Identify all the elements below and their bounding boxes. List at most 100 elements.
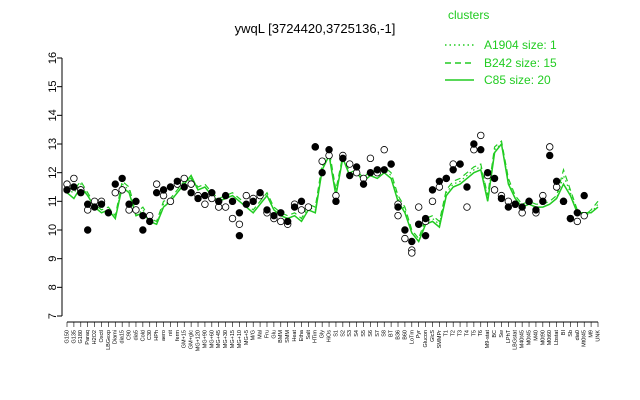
x-tick-label: M0t45 xyxy=(526,330,532,345)
y-tick-label: 16 xyxy=(47,52,59,64)
data-point-filled xyxy=(180,183,188,191)
x-tick-label: dia15 xyxy=(120,330,126,343)
data-point-filled xyxy=(442,174,450,183)
data-point-filled xyxy=(297,197,306,206)
x-tick-label: aero xyxy=(161,330,167,341)
data-point-filled xyxy=(208,189,216,197)
data-point-open xyxy=(366,154,375,163)
data-point-filled xyxy=(421,232,430,240)
x-tick-label: HTim xyxy=(313,330,319,343)
x-tick-label: H2O2 xyxy=(92,330,98,344)
legend-label-b242: B242 size: 15 xyxy=(484,56,557,70)
data-point-filled xyxy=(139,226,147,234)
data-point-open xyxy=(463,203,471,211)
data-point-filled xyxy=(415,220,423,228)
data-point-filled xyxy=(559,197,568,206)
data-point-filled xyxy=(573,209,582,217)
data-point-open xyxy=(346,160,354,168)
x-tick-label: M9-stat xyxy=(485,330,491,349)
data-point-open xyxy=(408,249,416,257)
legend: clusters A1904 size: 1 B242 size: 15 C85… xyxy=(445,8,557,87)
x-tick-label: S6 xyxy=(368,330,374,337)
data-point-filled xyxy=(456,160,464,168)
data-point-filled xyxy=(70,183,78,191)
data-point-filled xyxy=(311,143,319,151)
data-point-filled xyxy=(490,174,499,183)
data-point-filled xyxy=(518,203,526,211)
data-point-open xyxy=(546,143,554,151)
data-point-open xyxy=(201,200,209,208)
data-point-filled xyxy=(463,183,471,191)
x-tick-label: Heat xyxy=(292,330,298,342)
data-point-filled xyxy=(152,189,161,197)
x-tick-label: Sw xyxy=(499,330,505,338)
x-tick-label: nit xyxy=(168,330,174,336)
data-point-open xyxy=(477,131,485,140)
x-tick-label: HPh xyxy=(154,330,160,341)
data-point-filled xyxy=(373,166,382,174)
x-tick-label: LBGexp xyxy=(106,330,112,350)
data-point-filled xyxy=(249,197,257,206)
data-point-open xyxy=(394,211,402,220)
data-point-open xyxy=(318,157,326,165)
data-point-filled xyxy=(83,200,92,208)
x-tick-label: Diami xyxy=(113,330,119,344)
x-tick-label: Salt xyxy=(306,330,312,340)
data-point-filled xyxy=(325,146,333,154)
x-tick-label: LBGstat xyxy=(513,330,519,350)
chart-title: ywqL [3724420,3725136,-1] xyxy=(235,21,396,36)
data-point-open xyxy=(428,197,437,206)
x-tick-label: BI xyxy=(561,330,567,336)
x-tick-label: SMM xyxy=(285,330,291,343)
data-point-filled xyxy=(387,160,395,168)
data-point-open xyxy=(187,180,195,188)
data-point-filled xyxy=(166,183,175,191)
data-point-filled xyxy=(277,209,285,217)
y-tick-label: 15 xyxy=(47,81,59,93)
y-tick-label: 9 xyxy=(47,256,59,262)
data-point-filled xyxy=(283,217,292,226)
data-point-filled xyxy=(566,214,575,223)
x-tick-label: B60 xyxy=(402,330,408,340)
data-point-filled xyxy=(504,203,513,211)
x-tick-label: Fru xyxy=(264,330,270,338)
data-point-filled xyxy=(477,146,485,154)
x-tick-label: T4 xyxy=(464,330,470,336)
y-tick-label: 13 xyxy=(47,138,59,150)
data-point-filled xyxy=(132,197,140,206)
x-tick-label: Paraq xyxy=(85,330,91,345)
data-point-open xyxy=(580,211,588,220)
x-tick-label: M9 xyxy=(589,330,595,338)
x-tick-label: MG+120 xyxy=(195,330,201,351)
data-point-filled xyxy=(270,211,278,220)
data-point-filled xyxy=(146,217,154,226)
y-tick-label: 8 xyxy=(47,284,59,290)
y-tick-label: 14 xyxy=(47,109,59,121)
legend-label-c85: C85 size: 20 xyxy=(484,73,551,87)
x-tick-label: LPhT xyxy=(506,329,512,343)
data-point-filled xyxy=(332,197,340,206)
data-point-filled xyxy=(359,180,368,188)
x-tick-label: MG+45 xyxy=(216,330,222,348)
legend-title: clusters xyxy=(448,8,489,22)
data-point-filled xyxy=(339,154,347,163)
x-tick-label: GlcS xyxy=(430,330,436,342)
data-point-filled xyxy=(352,163,361,171)
x-tick-label: LoTm xyxy=(409,330,415,344)
data-point-filled xyxy=(511,200,519,208)
x-tick-label: Pyr xyxy=(416,330,422,338)
data-point-open xyxy=(228,214,237,223)
series-lines xyxy=(66,139,599,243)
data-point-open xyxy=(221,203,230,211)
data-point-filled xyxy=(187,189,195,197)
data-point-filled xyxy=(394,203,402,211)
data-point-filled xyxy=(546,151,554,160)
data-point-filled xyxy=(242,200,250,208)
data-point-filled xyxy=(90,203,99,211)
data-point-filled xyxy=(449,166,457,174)
data-point-filled xyxy=(470,140,478,148)
data-point-filled xyxy=(366,168,375,177)
y-axis: 7 8 9 10 11 12 13 14 15 16 xyxy=(47,52,63,319)
x-tick-label: Mal xyxy=(258,330,264,339)
